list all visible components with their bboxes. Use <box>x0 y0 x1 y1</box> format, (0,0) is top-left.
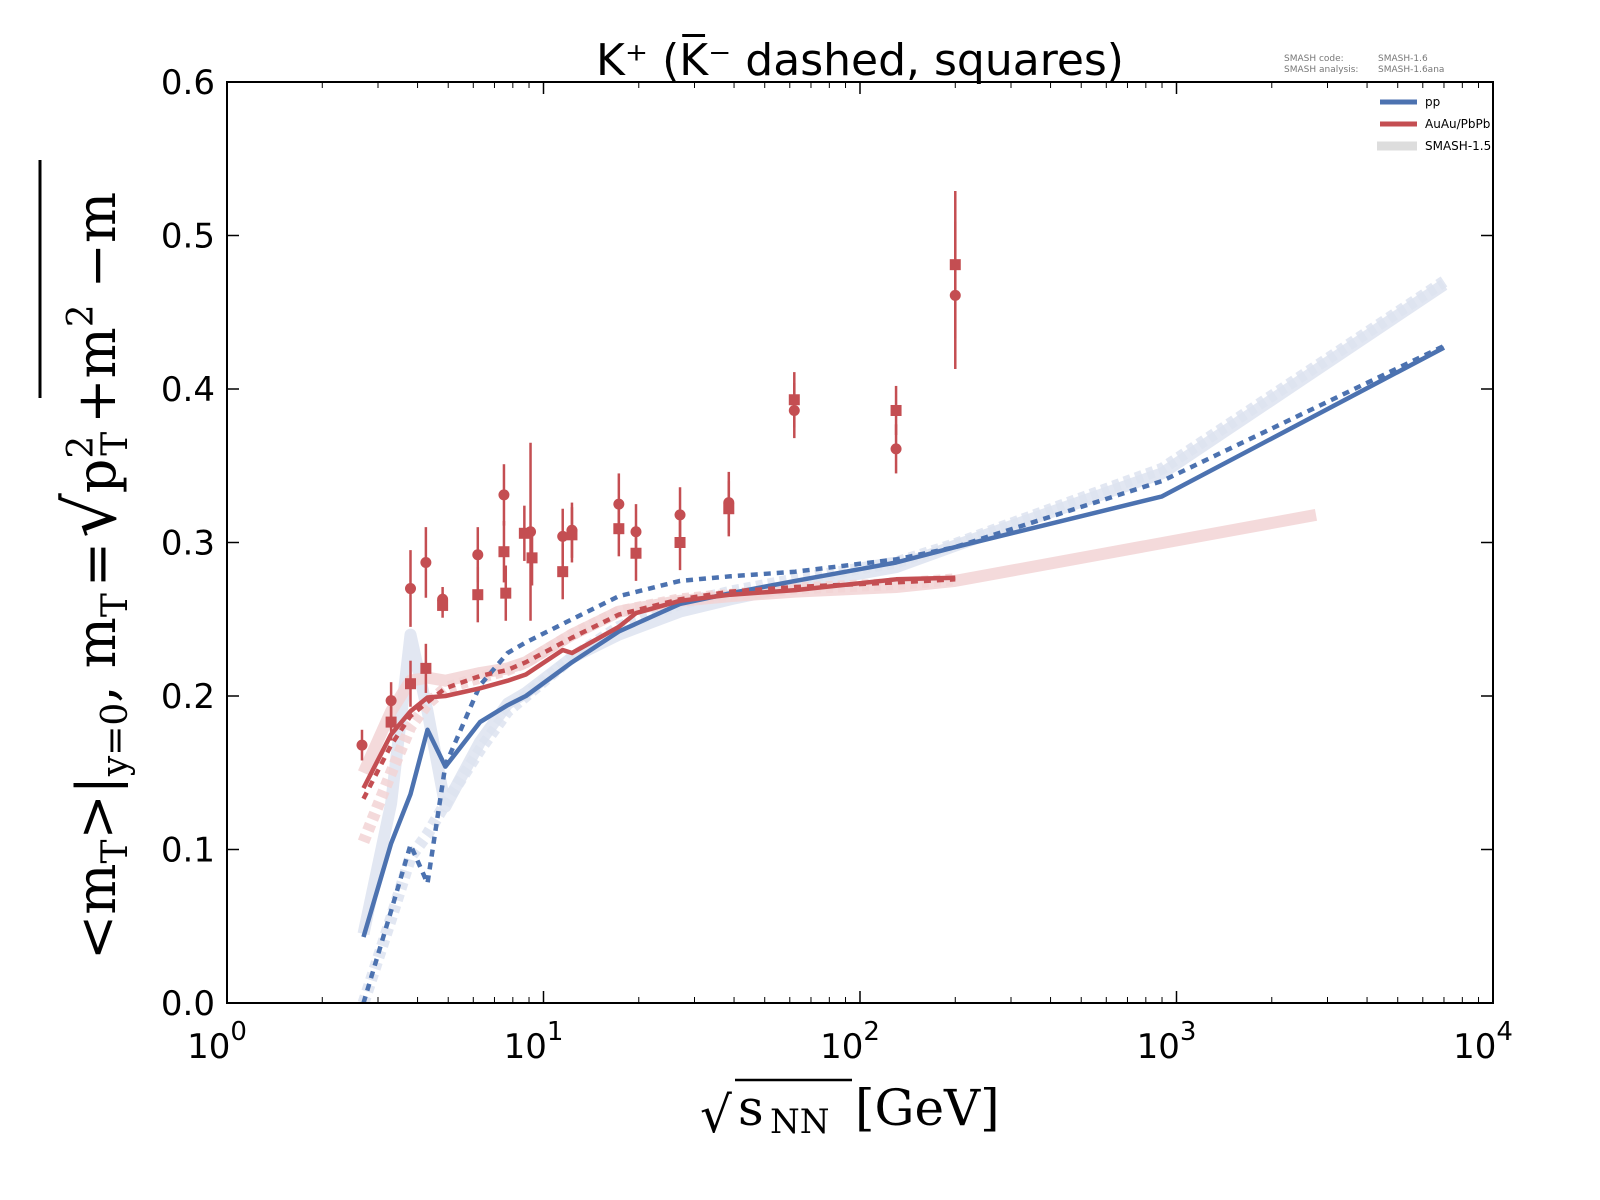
y-label-sub-t3: T <box>95 432 136 456</box>
y-tick-label: 0.2 <box>161 677 215 717</box>
x-label-sub: NN <box>770 1102 830 1142</box>
series-line-2 <box>361 575 956 790</box>
data-point-square <box>788 394 800 406</box>
legend: pp AuAu/PbPb SMASH-1.5 <box>1377 95 1491 153</box>
x-tick-label: 102 <box>820 1017 880 1067</box>
data-point-square <box>437 599 449 611</box>
data-point-square <box>472 589 484 601</box>
series-layer <box>357 276 1448 1003</box>
legend-entry-smash15: SMASH-1.5 <box>1377 139 1491 153</box>
data-point-square <box>557 566 569 578</box>
y-label-gt: >| <box>65 776 128 839</box>
data-point-square <box>420 662 432 674</box>
y-label-sub-t1: T <box>95 840 136 864</box>
y-label-comma-m: , m <box>65 617 128 703</box>
y-tick-label: 0.5 <box>161 217 215 257</box>
y-label-sup2b: 2 <box>61 304 102 327</box>
data-point-square <box>674 537 686 548</box>
x-tick-label: 101 <box>504 1017 564 1067</box>
data-point-square <box>723 503 735 515</box>
x-label-sqrt: √ <box>700 1086 732 1144</box>
y-tick-label: 0.0 <box>161 984 215 1024</box>
annotation-line2-key: SMASH analysis: <box>1284 65 1358 75</box>
y-label-minus-m: −m <box>65 192 128 288</box>
data-point-square <box>498 546 510 558</box>
legend-entry-aa: AuAu/PbPb <box>1380 117 1490 131</box>
x-label-s: s <box>738 1079 764 1137</box>
y-label-root: √ <box>50 493 132 538</box>
y-label-p: p <box>65 459 128 494</box>
data-point-square <box>890 404 902 416</box>
data-point-square <box>566 529 578 541</box>
ticks-layer: 100 101 102 103 104 0.0 0.1 0.2 0.3 0.4 0.5 0.6 <box>161 63 1513 1067</box>
legend-entry-pp: pp <box>1380 95 1440 109</box>
x-axis-label: √ s NN [GeV] <box>700 1078 1000 1144</box>
y-label-plus-m: +m <box>65 327 128 423</box>
data-point-square <box>385 716 397 728</box>
y-label-text: <mT>|y=0, mT=√p2T+m2−m <box>50 192 136 960</box>
y-tick-label: 0.3 <box>161 524 215 564</box>
legend-label-smash15: SMASH-1.5 <box>1425 139 1491 153</box>
data-point-circle <box>557 530 569 542</box>
y-label-sup2a: 2 <box>61 436 102 459</box>
x-tick-label: 104 <box>1453 1017 1513 1067</box>
data-point-square <box>518 527 530 539</box>
series-line-3 <box>361 577 956 800</box>
data-point-circle <box>405 583 417 595</box>
data-points-layer <box>356 190 961 761</box>
data-point-circle <box>498 489 510 501</box>
data-point-circle <box>472 549 484 561</box>
data-point-square <box>500 587 512 599</box>
data-point-square <box>630 547 642 559</box>
y-label-lt: <m <box>65 864 128 960</box>
x-tick-label: 103 <box>1137 1017 1197 1067</box>
y-tick-label: 0.6 <box>161 63 215 103</box>
y-label-eq: = <box>65 542 128 587</box>
data-point-circle <box>420 556 432 568</box>
data-point-square <box>526 552 538 564</box>
annotation-line1-value: SMASH-1.6 <box>1378 54 1428 64</box>
legend-label-pp: pp <box>1425 95 1440 109</box>
data-point-circle <box>356 739 368 751</box>
y-label-sub-y0: y=0 <box>95 703 136 777</box>
y-axis-label: <mT>|y=0, mT=√p2T+m2−m <box>38 160 136 960</box>
series-line-0 <box>361 345 1446 938</box>
smash-version-annotation: SMASH code: SMASH-1.6 SMASH analysis: SM… <box>1284 54 1444 75</box>
x-label-unit: [GeV] <box>855 1079 1000 1137</box>
data-point-circle <box>385 695 397 707</box>
x-tick-label: 100 <box>187 1017 247 1067</box>
y-label-sub-t2: T <box>95 593 136 617</box>
chart-title: K⁺ (K̅⁻ dashed, squares) <box>596 32 1124 86</box>
data-point-circle <box>890 443 902 455</box>
y-tick-label: 0.4 <box>161 370 215 410</box>
data-point-square <box>613 523 625 535</box>
series-line-7 <box>357 573 956 845</box>
data-point-square <box>405 678 417 690</box>
legend-label-aa: AuAu/PbPb <box>1425 117 1490 131</box>
y-tick-label: 0.1 <box>161 831 215 871</box>
data-point-square <box>949 259 961 271</box>
annotation-line2-value: SMASH-1.6ana <box>1378 65 1444 75</box>
annotation-line1-key: SMASH code: <box>1284 54 1344 64</box>
